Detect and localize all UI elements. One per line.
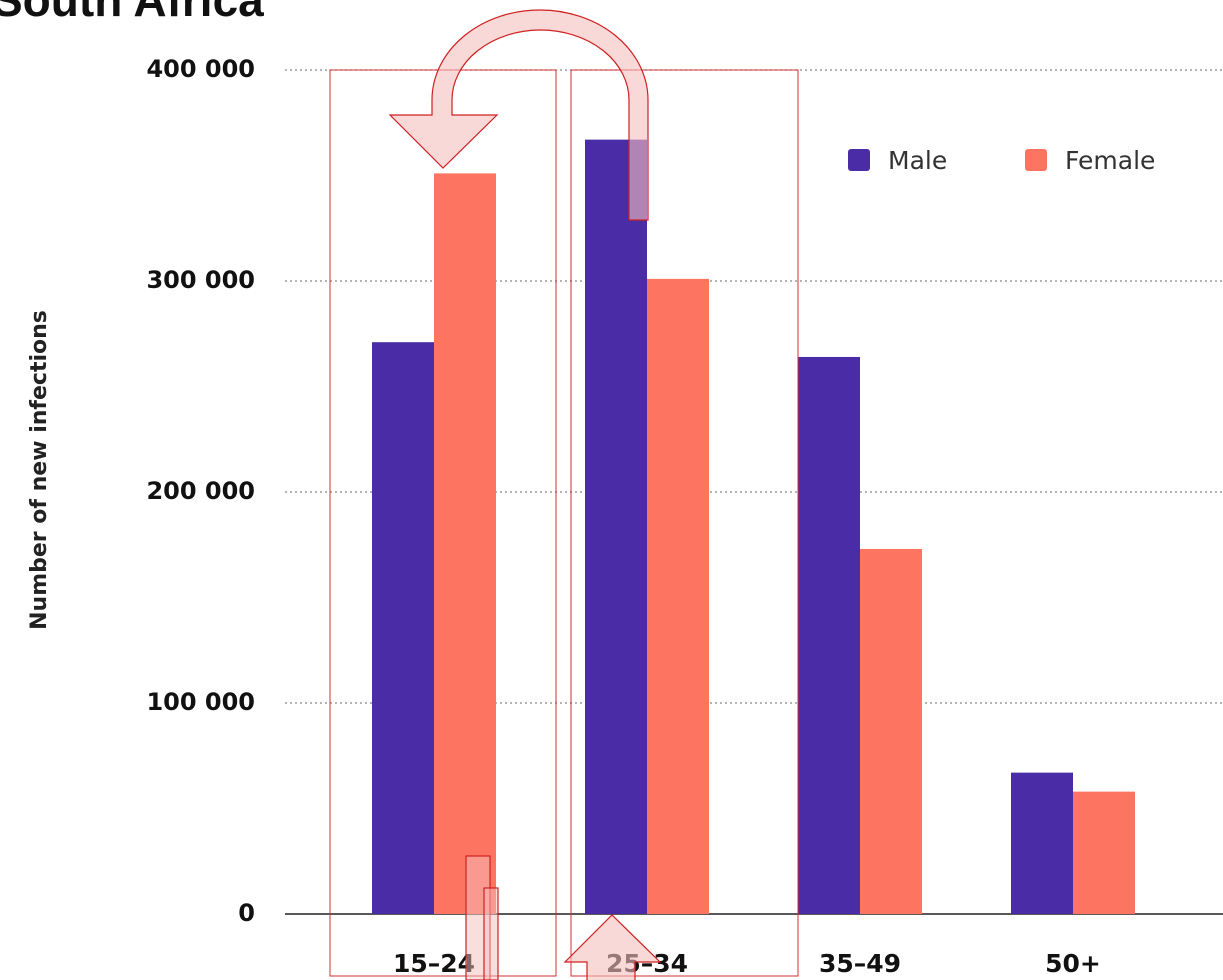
- bar: [1073, 791, 1135, 914]
- curved-arrow: [388, 9, 649, 221]
- legend-swatch: [1025, 149, 1047, 171]
- bar: [585, 139, 647, 914]
- bar: [798, 356, 860, 915]
- bar: [860, 548, 922, 914]
- x-tick-label: 35–49: [819, 949, 901, 978]
- bar: [1011, 772, 1073, 914]
- y-tick-label: 200 000: [146, 477, 255, 505]
- y-tick-label: 300 000: [146, 266, 255, 294]
- y-tick-label: 400 000: [146, 55, 255, 83]
- x-tick-label: 15–24: [393, 949, 475, 978]
- marker: [483, 887, 499, 980]
- bar: [647, 278, 709, 914]
- legend-swatch: [848, 149, 870, 171]
- annotations: [329, 9, 799, 980]
- y-tick-label: 100 000: [146, 688, 255, 716]
- up-arrow: [563, 914, 662, 980]
- y-axis-label: Number of new infections: [27, 310, 52, 630]
- legend-label: Female: [1065, 146, 1155, 175]
- x-tick-label: 50+: [1045, 949, 1101, 978]
- chart-title: South Africa: [0, 0, 264, 26]
- legend-label: Male: [888, 146, 947, 175]
- y-tick-label: 0: [238, 899, 255, 927]
- bar: [434, 173, 496, 914]
- highlight-box: [570, 69, 799, 977]
- bar: [372, 342, 434, 914]
